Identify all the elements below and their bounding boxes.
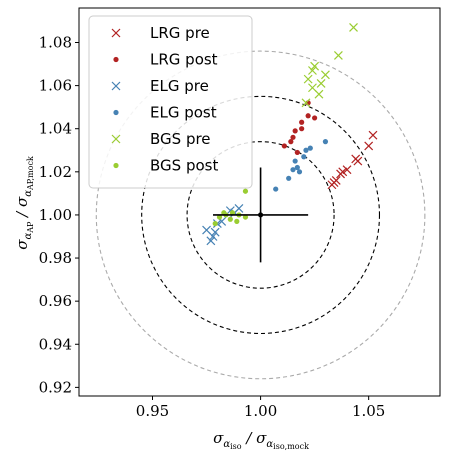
point-bgs-pre-8 xyxy=(314,89,324,99)
legend-box xyxy=(88,15,253,189)
legend-marker-bgs-post xyxy=(113,162,119,169)
point-elg-post-5 xyxy=(294,164,300,171)
point-bgs-post-6 xyxy=(242,214,249,220)
point-elg-post-9 xyxy=(286,175,292,181)
legend-label-lrg-pre: LRG pre xyxy=(150,24,210,42)
legend-marker-lrg-pre xyxy=(111,28,121,38)
point-elg-pre-3 xyxy=(208,232,218,241)
x-tick-label-0: 0.95 xyxy=(136,402,169,420)
data-points-layer xyxy=(202,22,378,246)
point-bgs-pre-1 xyxy=(333,50,343,60)
point-lrg-post-8 xyxy=(281,143,287,149)
point-bgs-pre-5 xyxy=(316,79,326,88)
y-tick-label-4: 1.00 xyxy=(39,206,72,224)
point-elg-post-0 xyxy=(322,139,329,145)
point-lrg-pre-3 xyxy=(351,154,361,164)
point-bgs-post-8 xyxy=(212,220,218,227)
y-tick-label-1: 0.94 xyxy=(39,335,72,353)
circles-layer xyxy=(95,50,426,380)
point-elg-pre-1 xyxy=(210,227,220,237)
point-bgs-pre-0 xyxy=(349,22,358,32)
point-lrg-post-6 xyxy=(312,115,318,121)
point-elg-post-6 xyxy=(290,167,296,173)
legend-marker-elg-pre xyxy=(111,81,121,91)
legend-label-elg-pre: ELG pre xyxy=(150,77,209,95)
y-tick-label-5: 1.02 xyxy=(39,163,72,181)
point-lrg-post-5 xyxy=(305,113,311,119)
point-elg-post-3 xyxy=(307,145,313,151)
y-tick-label-2: 0.96 xyxy=(39,292,72,310)
point-elg-pre-6 xyxy=(234,204,244,213)
legend: LRG pre LRG post ELG pre ELG post BGS pre BGS… xyxy=(88,15,253,189)
point-lrg-post-3 xyxy=(299,126,305,132)
legend-marker-bgs-pre xyxy=(111,134,121,144)
dashed-circle-3 xyxy=(95,50,426,380)
y-tick-label-0: 0.92 xyxy=(39,378,72,396)
point-bgs-post-7 xyxy=(221,210,227,216)
plot-frame xyxy=(78,7,441,397)
legend-marker-lrg-post xyxy=(113,56,119,63)
x-axis-label: σαiso / σαiso,mock xyxy=(213,429,309,451)
y-tick-label-6: 1.04 xyxy=(39,120,72,138)
y-ticks: 0.92 0.94 0.96 0.98 1.00 1.02 1.04 1.06 1.08 xyxy=(39,33,79,396)
point-elg-post-7 xyxy=(296,169,303,175)
point-bgs-pre-4 xyxy=(303,74,313,84)
y-axis-label: σαAP / σαAP,mock xyxy=(13,156,35,250)
y-tick-label-3: 0.98 xyxy=(39,249,72,267)
point-bgs-post-0 xyxy=(242,188,249,194)
point-lrg-pre-9 xyxy=(338,167,348,177)
point-lrg-post-4 xyxy=(299,119,305,125)
legend-label-lrg-post: LRG post xyxy=(150,51,218,69)
point-elg-post-2 xyxy=(303,147,309,153)
point-bgs-pre-9 xyxy=(301,98,311,108)
legend-label-elg-post: ELG post xyxy=(150,104,217,122)
point-bgs-post-9 xyxy=(227,216,233,222)
point-lrg-post-9 xyxy=(294,149,300,156)
legend-marker-elg-post xyxy=(113,109,119,116)
legend-label-bgs-post: BGS post xyxy=(150,157,218,175)
point-bgs-pre-3 xyxy=(308,66,317,75)
point-bgs-post-4 xyxy=(234,218,240,224)
point-elg-post-1 xyxy=(301,154,307,160)
errorbar-center xyxy=(258,212,264,218)
point-lrg-pre-1 xyxy=(364,141,374,151)
y-tick-label-7: 1.06 xyxy=(39,77,72,95)
y-tick-label-8: 1.08 xyxy=(39,33,72,51)
x-ticks: 0.95 1.00 1.05 xyxy=(136,396,385,420)
dashed-circle-2 xyxy=(141,95,381,335)
dashed-circle-1 xyxy=(186,141,335,289)
legend-label-bgs-pre: BGS pre xyxy=(150,130,211,148)
point-elg-pre-2 xyxy=(206,236,216,246)
point-bgs-post-1 xyxy=(216,214,223,220)
point-lrg-pre-4 xyxy=(342,165,352,175)
point-elg-post-4 xyxy=(292,158,298,164)
point-elg-post-8 xyxy=(273,186,279,192)
point-lrg-pre-8 xyxy=(329,178,339,188)
point-lrg-post-0 xyxy=(292,128,298,134)
point-lrg-post-1 xyxy=(290,134,296,140)
point-lrg-pre-0 xyxy=(368,130,378,140)
point-bgs-post-3 xyxy=(229,210,236,216)
point-bgs-pre-2 xyxy=(310,61,320,71)
point-bgs-pre-6 xyxy=(321,70,330,80)
x-tick-label-2: 1.05 xyxy=(352,402,385,420)
point-lrg-post-2 xyxy=(288,139,294,145)
errorbar-layer xyxy=(213,167,309,263)
x-tick-label-1: 1.00 xyxy=(244,402,277,420)
